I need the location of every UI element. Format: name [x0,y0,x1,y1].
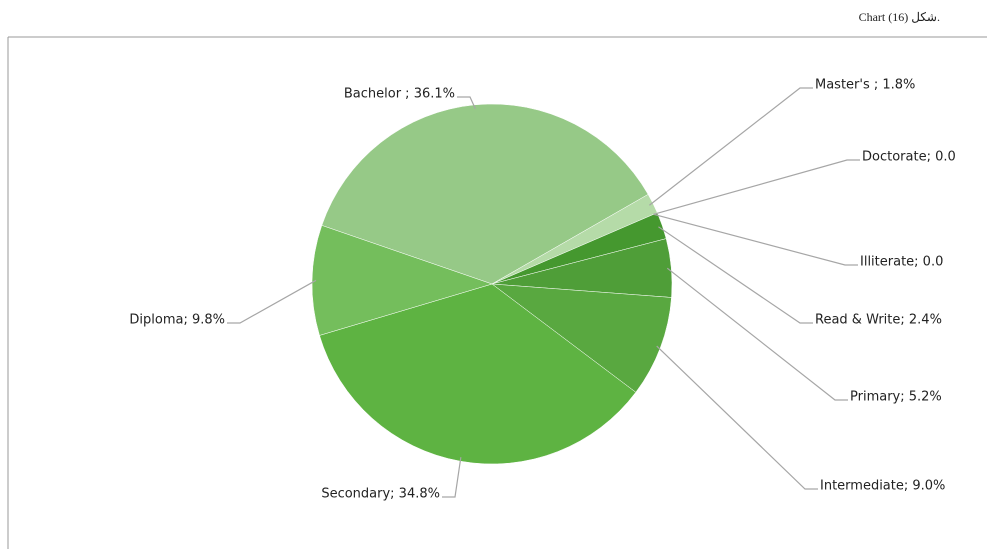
data-label: Intermediate; 9.0% [820,479,945,494]
chart-title: Chart (16) شكل. [859,10,940,24]
pie-slice [311,225,493,336]
data-label: Illiterate; 0.0 [860,255,943,270]
data-label: Secondary; 34.8% [321,487,440,502]
leader-line [666,267,848,401]
data-label: Primary; 5.2% [850,390,942,405]
leader-line [457,96,476,110]
leader-line [658,226,813,324]
data-label: Master's ; 1.8% [815,78,915,93]
data-label: Doctorate; 0.0 [862,150,956,165]
leader-line [442,457,462,498]
leader-line [227,279,317,324]
leader-line [656,345,818,490]
data-label: Bachelor ; 36.1% [344,87,455,102]
leader-line [653,213,858,266]
data-label: Diploma; 9.8% [129,313,225,328]
leader-line [649,87,813,206]
pie-slice [491,283,672,393]
leader-line [653,159,860,215]
data-label: Read & Write; 2.4% [815,313,942,328]
pie-slice [321,103,649,285]
